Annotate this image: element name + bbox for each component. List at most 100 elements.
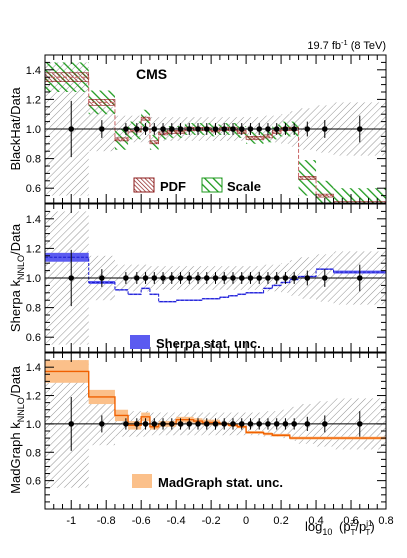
panel-blackhat-bands [45,62,386,203]
xtick-label: 0 [243,515,249,527]
madgraph-data-point [151,421,158,427]
sherpa-stat-band-6 [158,300,168,303]
sherpa-data-point [291,275,297,281]
sherpa-data-point [282,275,289,281]
panel-sherpa-axes: 0.6 0.8 1.0 1.2 1.4 [26,203,387,353]
sherpa-stat-band-10 [193,299,203,301]
blackhat-data-point [321,126,328,132]
xtick-label: -1 [66,515,76,527]
sherpa-ytick-label: 1.2 [26,243,41,255]
sherpa-stat-band-8 [176,299,185,301]
blackhat-data-point [356,126,363,132]
legend-sherpa-label: Sherpa stat. unc. [156,336,261,351]
panel-madgraph-axes: 0.6 0.8 1.0 1.2 1.4 -1 -0.8 -0.6 -0.4 -0.2 0 0.2 0.4… [26,352,394,527]
ylabel-madgraph: MadGraph kNNLO/Data [8,365,26,493]
madgraph-data-point [321,421,328,427]
sherpa-data-point [356,275,363,281]
panel-sherpa: 0.6 0.8 1.0 1.2 1.4 [26,203,387,353]
madgraph-data-point [247,421,254,427]
xtick-label: -0.4 [167,515,186,527]
blackhat-data-point [151,126,158,132]
madgraph-data-point [273,421,280,427]
sherpa-data-point [168,275,175,281]
ylabel-blackhat: BlackHat/Data [8,87,23,171]
blackhat-data-point [304,126,311,132]
sherpa-data-point [247,275,254,281]
blackhat-data-point [221,126,228,132]
blackhat-data-point [134,126,140,132]
legend-pdf-swatch [133,177,155,193]
madgraph-data-point [99,421,105,427]
madgraph-data-point [356,421,363,427]
madgraph-data-point [142,421,149,427]
panel-madgraph: 0.6 0.8 1.0 1.2 1.4 -1 -0.8 -0.6 -0.4 -0.2 0 0.2 0.4… [26,352,394,527]
blackhat-data-point [160,126,166,132]
madgraph-data-point [256,421,263,427]
scale-band-23 [316,180,334,203]
madgraph-data-point [68,421,75,427]
cms-label: CMS [136,66,167,82]
sherpa-ratio-line [45,256,386,303]
sherpa-ytick-label: 1.0 [26,273,41,285]
madgraph-data-point [221,421,228,427]
madgraph-data-point [203,421,210,427]
legend-pdf-label: PDF [160,179,186,194]
madgraph-data-point [168,421,175,427]
madgraph-data-point [160,421,166,427]
sherpa-data-point [273,275,280,281]
sherpa-data-point [212,275,219,281]
madgraph-data-point [212,421,219,427]
blackhat-data-point [68,126,75,132]
blackhat-data-point [177,126,184,132]
sherpa-data-point [186,275,193,281]
xtick-label: -0.6 [132,515,151,527]
xlabel: log10 (pZ T/pj1 T) [305,519,375,537]
xlabel-ratio: (pZ T/pj1 T) [339,519,375,537]
sherpa-data-point [142,275,149,281]
blackhat-data-point [230,126,236,132]
panel-madgraph-data-points [68,396,363,451]
legend-sherpa: Sherpa stat. unc. [130,335,261,351]
blackhat-data-point [282,126,289,132]
sherpa-data-point [321,275,328,281]
legend-madgraph-label: MadGraph stat. unc. [158,475,283,490]
blackhat-ytick-label: 1.0 [26,124,41,136]
sherpa-ytick-label: 0.6 [26,332,41,344]
xtick-label: 0.4 [308,515,323,527]
xlabel-log: log10 [305,519,332,537]
sherpa-data-point [238,275,245,281]
madgraph-ytick-label: 1.0 [26,419,41,431]
blackhat-data-point [203,126,210,132]
madgraph-data-point [265,421,271,427]
blackhat-data-point [168,126,175,132]
xtick-label: 0.8 [378,515,393,527]
legend-scale-swatch [201,177,223,193]
sherpa-ytick-label: 0.8 [26,303,41,315]
sherpa-stat-band-15 [237,293,247,296]
madgraph-data-point [186,421,193,427]
sherpa-data-point [177,275,184,281]
madgraph-data-point [134,421,140,427]
sherpa-data-point [160,275,166,281]
madgraph-data-point [123,421,129,427]
xtick-label: 0.6 [343,515,358,527]
sherpa-data-point [123,275,129,281]
sherpa-data-point [230,275,236,281]
sherpa-stat-band-0 [45,252,89,262]
blackhat-ytick-label: 0.8 [26,154,41,166]
sherpa-data-point [265,275,271,281]
legend-sherpa-swatch [130,335,150,349]
blackhat-data-point [247,126,254,132]
sherpa-data-point [203,275,210,281]
sherpa-data-point [134,275,140,281]
blackhat-data-point [212,126,219,132]
blackhat-data-point [142,126,149,132]
madgraph-data-point [177,421,184,427]
blackhat-ytick-label: 1.4 [26,65,41,77]
blackhat-data-point [123,126,129,132]
madgraph-ytick-label: 1.2 [26,391,41,403]
blackhat-data-point [195,126,201,132]
madgraph-data-point [282,421,289,427]
madgraph-data-point [238,421,245,427]
xtick-label: -0.8 [97,515,116,527]
